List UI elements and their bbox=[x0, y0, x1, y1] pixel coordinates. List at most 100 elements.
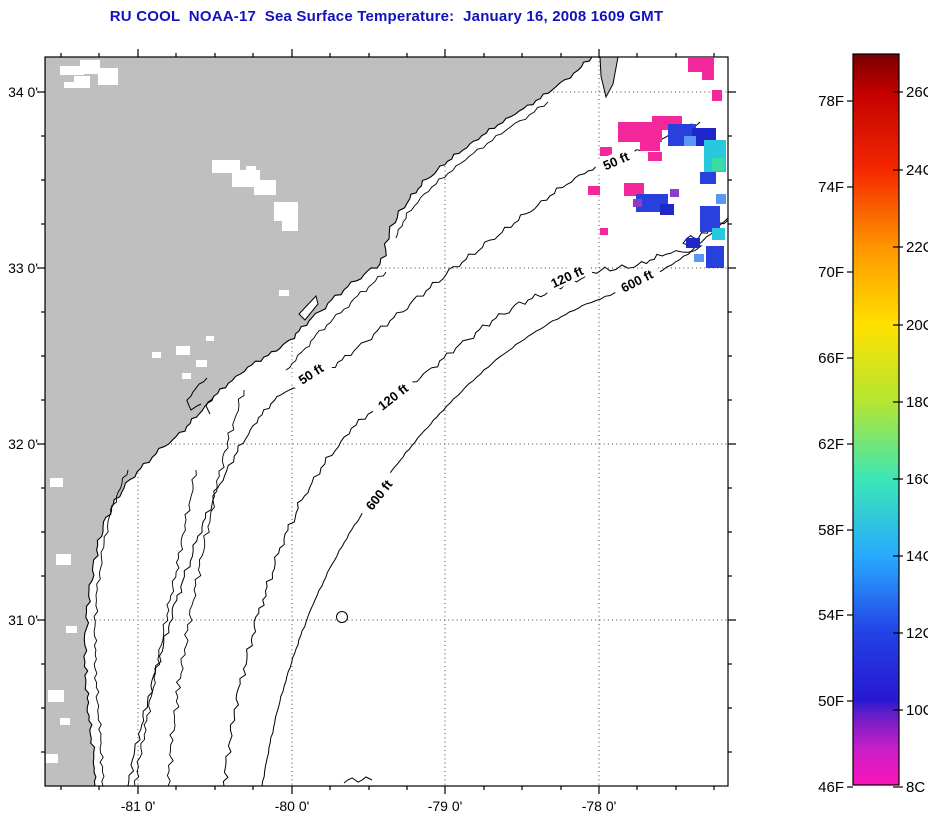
sst-patch-light_blue bbox=[716, 194, 726, 204]
contour-label-bg bbox=[368, 375, 417, 418]
colorbar-f-label: 66F bbox=[818, 350, 844, 367]
colorbar-c-label: 14C bbox=[906, 548, 928, 565]
cloud-patch bbox=[279, 290, 289, 296]
contour-label-bg bbox=[357, 470, 400, 519]
cape-hook bbox=[205, 395, 215, 415]
y-axis-label: 33 0' bbox=[8, 260, 38, 276]
contour-label: 120 ft bbox=[541, 259, 593, 294]
cloud-patch bbox=[246, 166, 256, 174]
x-axis-label: -79 0' bbox=[428, 798, 463, 814]
sst-patch-teal bbox=[712, 158, 724, 171]
colorbar-f-label: 58F bbox=[818, 522, 844, 539]
sst-patch-magenta bbox=[648, 152, 662, 161]
colorbar-f-label: 62F bbox=[818, 436, 844, 453]
sst-patch-purple bbox=[633, 199, 642, 207]
colorbar-c-label: 10C bbox=[906, 702, 928, 719]
sst-patch-deep_blue bbox=[660, 204, 674, 215]
colorbar-c-label: 20C bbox=[906, 317, 928, 334]
cloud-patch bbox=[274, 202, 298, 221]
cloud-patch bbox=[152, 352, 161, 358]
cloud-patch bbox=[46, 754, 58, 763]
y-axis-label: 32 0' bbox=[8, 436, 38, 452]
contour-label: 600 ft bbox=[611, 262, 663, 299]
colorbar-c-label: 22C bbox=[906, 239, 928, 256]
colorbar-f-label: 46F bbox=[818, 779, 844, 796]
sst-patch-cyan bbox=[712, 228, 725, 240]
colorbar-f-label: 50F bbox=[818, 693, 844, 710]
cloud-patch bbox=[66, 626, 77, 633]
contour-label: 600 ft bbox=[357, 470, 400, 519]
sst-patch-purple bbox=[670, 189, 679, 197]
y-axis-label: 34 0' bbox=[8, 84, 38, 100]
cloud-patch bbox=[74, 76, 90, 88]
cloud-patch bbox=[182, 373, 191, 379]
sst-patch-magenta bbox=[588, 186, 600, 195]
cloud-patch bbox=[282, 218, 298, 231]
cloud-patch bbox=[48, 690, 64, 702]
x-axis-label: -80 0' bbox=[275, 798, 310, 814]
shoal-filament bbox=[93, 469, 129, 786]
cloud-patch bbox=[254, 180, 276, 195]
colorbar-f-label: 78F bbox=[818, 93, 844, 110]
sst-patch-blue bbox=[706, 246, 724, 268]
plot-frame bbox=[44, 56, 729, 787]
landmass bbox=[45, 57, 593, 786]
cloud-patch bbox=[64, 82, 74, 88]
sst-patch-magenta bbox=[600, 228, 608, 235]
x-axis-label: -81 0' bbox=[121, 798, 156, 814]
sst-patch-magenta bbox=[600, 147, 612, 156]
cloud-patch bbox=[232, 170, 260, 187]
x-axis-label: -78 0' bbox=[582, 798, 617, 814]
cloud-patch bbox=[50, 478, 63, 487]
shoal-filament bbox=[285, 271, 387, 371]
colorbar-c-label: 16C bbox=[906, 471, 928, 488]
colorbar bbox=[852, 53, 900, 786]
contour-label-text: 600 ft bbox=[618, 266, 656, 295]
contour-label-bg bbox=[611, 262, 663, 299]
sst-patch-blue bbox=[700, 206, 720, 232]
colorbar-c-label: 12C bbox=[906, 625, 928, 642]
estuary-inlet bbox=[298, 294, 319, 321]
cloud-patch bbox=[196, 360, 207, 367]
contour-ring bbox=[336, 611, 348, 623]
shoal-filament bbox=[133, 469, 197, 786]
colorbar-f-label: 70F bbox=[818, 264, 844, 281]
sst-patch-deep_blue bbox=[686, 238, 700, 248]
sst-patch-blue bbox=[700, 172, 716, 184]
cloud-patch bbox=[212, 160, 240, 173]
cape-hook bbox=[186, 377, 208, 411]
sst-patch-magenta bbox=[618, 122, 662, 142]
contour-label-text: 120 ft bbox=[548, 263, 586, 291]
contour-label: 120 ft bbox=[368, 375, 417, 418]
cloud-patch bbox=[60, 718, 70, 725]
contour-label-bg bbox=[593, 145, 639, 176]
cloud-patch bbox=[56, 554, 71, 565]
figure-title: RU COOL NOAA-17 Sea Surface Temperature:… bbox=[109, 8, 664, 25]
sst-patch-magenta bbox=[702, 72, 714, 80]
y-axis-label: 31 0' bbox=[8, 612, 38, 628]
sst-patch-magenta bbox=[624, 183, 644, 196]
sst-patch-magenta bbox=[712, 90, 722, 101]
sst-patch-light_blue bbox=[694, 254, 704, 262]
colorbar-c-label: 18C bbox=[906, 394, 928, 411]
contour-label-bg bbox=[541, 259, 593, 294]
cape-peninsula bbox=[599, 57, 619, 99]
colorbar-c-label: 26C bbox=[906, 84, 928, 101]
shoal-filament bbox=[395, 101, 549, 239]
cloud-patch bbox=[206, 336, 214, 341]
shoal-filament bbox=[166, 389, 245, 786]
cloud-patch bbox=[80, 60, 100, 74]
cloud-patch bbox=[176, 346, 190, 355]
contour-600ft bbox=[261, 217, 728, 786]
cloud-patch bbox=[98, 68, 118, 85]
contour-label-bg bbox=[289, 355, 333, 392]
bottom-shoal bbox=[343, 776, 373, 784]
sst-patch-magenta bbox=[688, 58, 714, 72]
sst-patch-light_blue bbox=[684, 136, 696, 146]
cloud-patch bbox=[60, 66, 84, 75]
sst-patch-magenta bbox=[640, 140, 660, 151]
